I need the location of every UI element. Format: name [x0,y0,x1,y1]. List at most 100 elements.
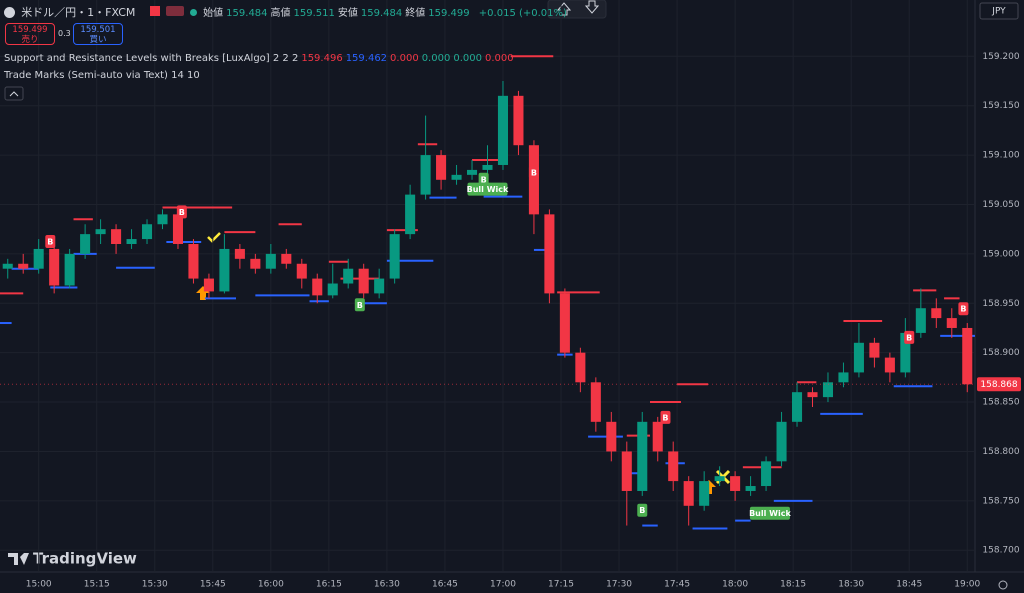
y-tick-label: 158.800 [982,447,1019,457]
ohlc-label: 終値 [405,8,426,19]
indicator-value: 0.000 [390,53,419,64]
indicator-value: 159.496 [301,53,343,64]
ohlc-value: 159.484 [360,8,403,19]
signal: B [958,302,969,316]
ohlc-label: 安値 [337,8,358,19]
x-tick-label: 18:15 [780,580,806,590]
signal-label: B [639,506,645,515]
toolbar-buttons[interactable] [547,0,607,19]
y-tick-label: 158.950 [982,299,1019,309]
eq-marker [165,6,184,16]
candle-body [915,308,926,333]
buy-label: 買い [89,35,107,45]
signal: Bull Wick [467,182,509,196]
candle-body [699,481,710,506]
y-tick-label: 158.850 [982,398,1019,408]
candle-body [822,382,834,398]
candle-body [528,145,539,215]
candle-body [141,224,153,240]
candle-body [668,451,679,482]
candle-body [838,372,849,383]
collapse-icon [9,91,19,97]
ohlc-value: 159.511 [293,8,335,19]
signal-label: B [906,333,912,342]
x-tick-label: 16:45 [432,580,458,590]
candle-body [250,258,261,269]
x-tick-label: 17:45 [664,580,690,590]
indicator-value: 0.000 [421,53,451,64]
candle-body [652,421,663,452]
settings-icon[interactable] [998,580,1008,590]
flag-icon [4,7,15,18]
buy-button[interactable]: 159.501 買い [73,23,123,45]
candle-body [761,461,772,487]
candle-body [776,421,787,462]
signal-label: Bull Wick [467,185,509,194]
candle-body [358,268,369,294]
logo-icon [8,553,29,565]
candle-body [80,234,91,254]
candle-body [327,283,338,296]
candle-body [683,481,694,506]
candle-body [884,357,895,373]
collapse-button[interactable] [4,86,24,101]
candle-body [513,95,524,146]
candle-body [946,318,957,328]
candle-body [869,342,880,358]
x-tick-label: 17:00 [490,580,516,590]
legend-row: 米ドル／円・1・FXCM 始値 159.484 高値 159.511 安値 159.484… [4,4,570,20]
candle-body [714,476,725,482]
change: +0.015 (+0.01%) [478,8,567,19]
indicator-value: 0.000 [484,53,514,64]
sell-button[interactable]: 159.499 売り [5,23,55,45]
y-tick-label: 158.700 [982,546,1019,556]
spread: 0.3 [58,29,71,38]
signal: B [637,503,648,517]
y-tick-label: 159.150 [982,101,1019,111]
indicator-values: 159.496 159.462 0.000 0.000 0.000 0.000 [301,53,516,64]
signal-box [958,302,969,316]
candle-body [482,164,493,170]
candle-body [203,278,214,292]
signal: B [904,330,915,344]
y-tick-label: 159.100 [982,151,1019,161]
candle-body [188,244,199,279]
indicator-row: Trade Marks (Semi-auto via Text) 14 10 [4,70,203,81]
signal-box [467,182,508,196]
signal: B [354,298,365,312]
candle-body [126,239,137,245]
signal-label: B [960,305,966,314]
ohlc-value: 159.499 [428,8,470,19]
symbol: 米ドル／円・1・FXCM [21,6,136,19]
signal: B [176,205,187,219]
candle-body [420,155,431,195]
flag-marker [149,6,160,16]
y-tick-label: 159.200 [982,52,1019,62]
candle-body [931,308,942,319]
y-tick-label: 158.750 [982,496,1019,506]
candle-body [436,155,447,180]
y-tick-label: 158.900 [982,348,1019,358]
candle-body [157,214,168,225]
signal-box [904,330,915,344]
candle-body [544,214,555,294]
x-tick-label: 15:30 [142,580,168,590]
signal-label: B [481,175,487,184]
candle-body [590,382,601,422]
sell-label: 売り [21,35,39,45]
currency-box[interactable] [979,2,1019,20]
candle-body [900,332,911,373]
indicator-value: 159.462 [345,53,388,64]
candle-body [807,392,818,398]
ohlc: 始値 159.484 高値 159.511 安値 159.484 終値 159.499 [203,8,472,19]
candle-body [219,248,230,292]
candle-body [730,476,741,491]
signal-label: B [662,413,668,422]
ohlc-label: 高値 [270,8,291,19]
signal-box [749,506,790,520]
signal-box [45,235,56,249]
signal: B [45,235,56,249]
x-tick-label: 18:00 [722,580,748,590]
